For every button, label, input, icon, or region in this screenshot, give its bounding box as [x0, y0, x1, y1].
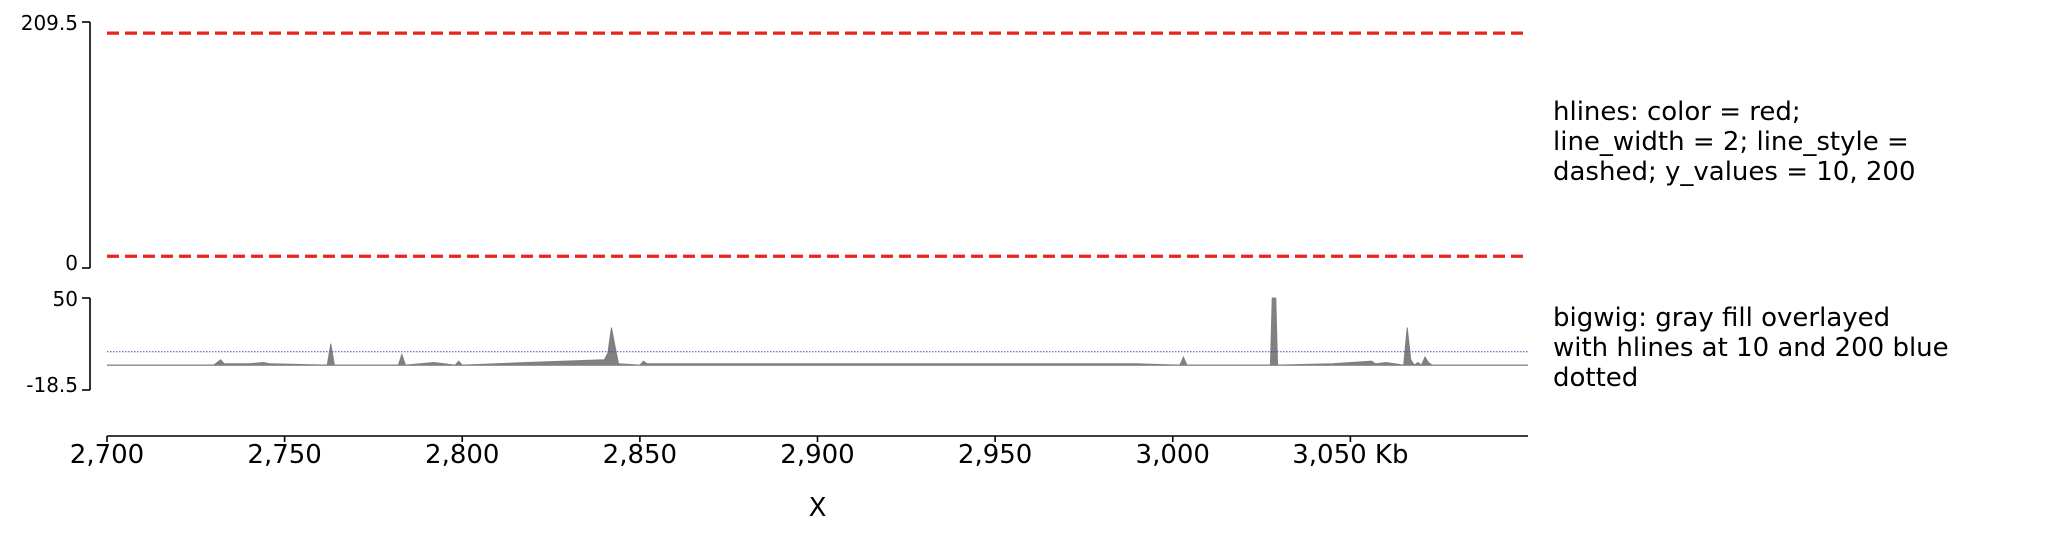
bigwig-track-label: bigwig: gray fill overlayed with hlines … — [1553, 303, 1949, 393]
y-tick-label-min: 0 — [65, 251, 78, 275]
hlines-label-line-2: line_width = 2; line_style = — [1553, 127, 1909, 157]
x-tick-label-2800: 2,800 — [425, 440, 499, 470]
hlines-track-label: hlines: color = red; line_width = 2; lin… — [1553, 97, 1916, 187]
y-tick-label-max: 50 — [53, 287, 78, 311]
bigwig-track: 50 -18.5 — [26, 287, 1528, 397]
x-axis-title: X — [809, 493, 827, 523]
hlines-track: 209.50 — [21, 11, 1528, 275]
x-tick-label-2850: 2,850 — [603, 440, 677, 470]
bigwig-label-line-2: with hlines at 10 and 200 blue — [1553, 333, 1949, 363]
x-tick-label-3000: 3,000 — [1136, 440, 1210, 470]
bigwig-signal-area — [107, 297, 1528, 366]
hlines-label-line-1: hlines: color = red; — [1553, 97, 1801, 127]
x-tick-label-2900: 2,900 — [780, 440, 854, 470]
x-tick-label-2750: 2,750 — [247, 440, 321, 470]
x-tick-label-2950: 2,950 — [958, 440, 1032, 470]
y-tick-label-max: 209.5 — [21, 11, 78, 35]
y-tick-label-min: -18.5 — [26, 373, 78, 397]
hlines-label-line-3: dashed; y_values = 10, 200 — [1553, 157, 1916, 187]
x-tick-label-3050: 3,050 Kb — [1292, 440, 1408, 470]
x-tick-label-2700: 2,700 — [70, 440, 144, 470]
bigwig-label-line-3: dotted — [1553, 363, 1639, 393]
bigwig-label-line-1: bigwig: gray fill overlayed — [1553, 303, 1891, 333]
x-axis: 2,700 2,750 2,800 2,850 2,900 2,950 3,000 3,050… — [70, 435, 1528, 523]
